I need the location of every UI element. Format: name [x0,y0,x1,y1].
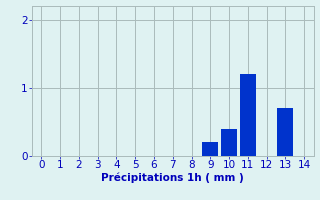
Bar [277,108,293,156]
X-axis label: Précipitations 1h ( mm ): Précipitations 1h ( mm ) [101,173,244,183]
Bar [202,142,218,156]
Bar [240,74,256,156]
Bar [221,129,237,156]
